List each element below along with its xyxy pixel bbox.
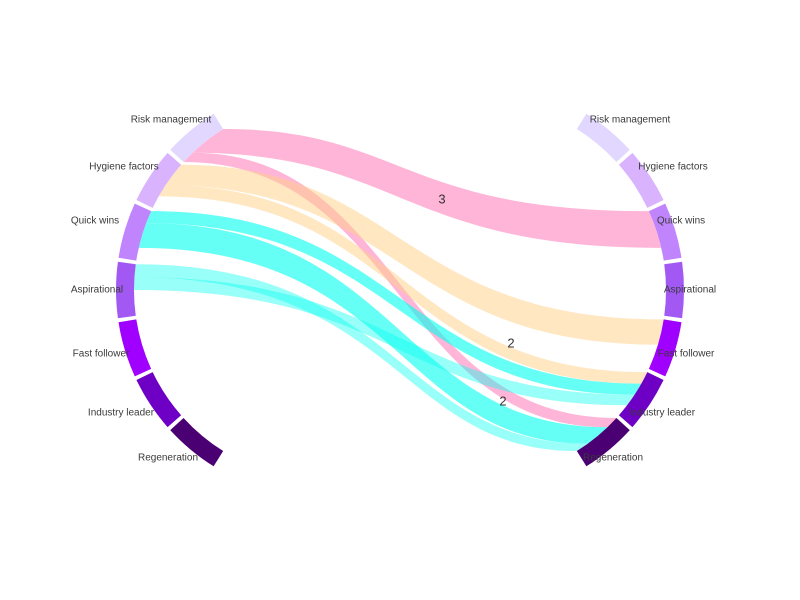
left-node-fast-follower[interactable] xyxy=(118,319,152,377)
left-node-industry-leader[interactable] xyxy=(136,372,182,428)
right-node-risk-management[interactable] xyxy=(576,113,630,163)
flow-value-labels: 3 2 2 xyxy=(438,191,514,408)
right-label-aspirational: Aspirational xyxy=(664,285,716,296)
left-node-regeneration[interactable] xyxy=(170,417,224,467)
right-label-risk-management: Risk management xyxy=(590,115,671,126)
left-node-risk-management[interactable] xyxy=(170,113,224,163)
flow-quick-wins-to-regeneration[interactable] xyxy=(138,223,608,444)
right-node-aspirational[interactable] xyxy=(664,261,684,319)
left-node-arc xyxy=(116,113,224,467)
left-label-quick-wins: Quick wins xyxy=(71,216,119,227)
flows-layer xyxy=(134,128,664,452)
right-label-fast-follower: Fast follower xyxy=(658,349,715,360)
left-label-hygiene-factors: Hygiene factors xyxy=(89,162,158,173)
right-node-fast-follower[interactable] xyxy=(648,319,682,377)
left-node-hygiene-factors[interactable] xyxy=(136,152,182,208)
right-node-arc xyxy=(576,113,684,467)
left-node-quick-wins[interactable] xyxy=(118,203,152,261)
right-node-hygiene-factors[interactable] xyxy=(618,152,664,208)
right-node-labels: Risk management Hygiene factors Quick wins… xyxy=(583,115,716,464)
right-label-industry-leader: Industry leader xyxy=(629,408,696,419)
left-label-regeneration: Regeneration xyxy=(138,453,198,464)
left-label-aspirational: Aspirational xyxy=(71,285,123,296)
flow-quick-wins-to-industry-leader[interactable] xyxy=(146,211,642,395)
right-label-quick-wins: Quick wins xyxy=(657,216,705,227)
flow-hygiene-factors-to-fast-follower[interactable] xyxy=(165,164,664,345)
left-node-labels: Risk management Hygiene factors Quick wins… xyxy=(71,115,212,464)
right-label-hygiene-factors: Hygiene factors xyxy=(638,162,707,173)
flow-value-label: 3 xyxy=(438,191,445,206)
right-label-regeneration: Regeneration xyxy=(583,453,643,464)
right-node-industry-leader[interactable] xyxy=(618,372,664,428)
right-node-quick-wins[interactable] xyxy=(648,203,682,261)
flow-value-label: 2 xyxy=(499,393,506,408)
left-node-aspirational[interactable] xyxy=(116,261,136,319)
flow-value-label: 2 xyxy=(507,335,514,350)
left-label-risk-management: Risk management xyxy=(131,115,212,126)
flow-hygiene-factors-to-industry-leader[interactable] xyxy=(158,185,648,384)
flow-aspirational-to-industry-leader[interactable] xyxy=(134,277,635,406)
left-label-industry-leader: Industry leader xyxy=(88,408,155,419)
left-label-fast-follower: Fast follower xyxy=(73,349,130,360)
flow-risk-management-to-quick-wins[interactable] xyxy=(192,128,662,248)
right-node-regeneration[interactable] xyxy=(576,417,630,467)
